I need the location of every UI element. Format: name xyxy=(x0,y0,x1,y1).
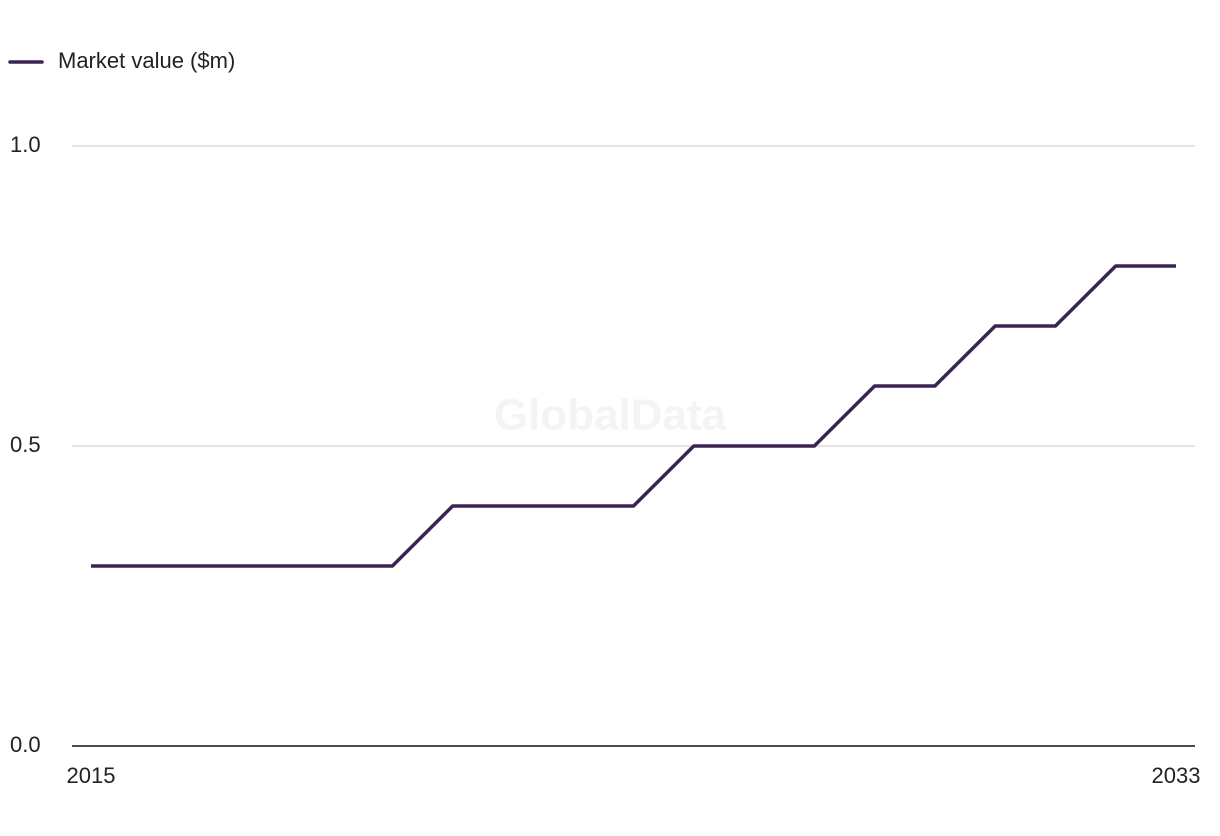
y-tick-label: 0.0 xyxy=(10,732,41,757)
x-tick-label: 2033 xyxy=(1152,763,1201,788)
y-tick-label: 0.5 xyxy=(10,432,41,457)
x-tick-label: 2015 xyxy=(67,763,116,788)
watermark: GlobalData xyxy=(494,391,727,440)
line xyxy=(91,264,1176,568)
legend-label: Market value ($m) xyxy=(58,48,235,73)
y-tick-label: 1.0 xyxy=(10,132,41,157)
